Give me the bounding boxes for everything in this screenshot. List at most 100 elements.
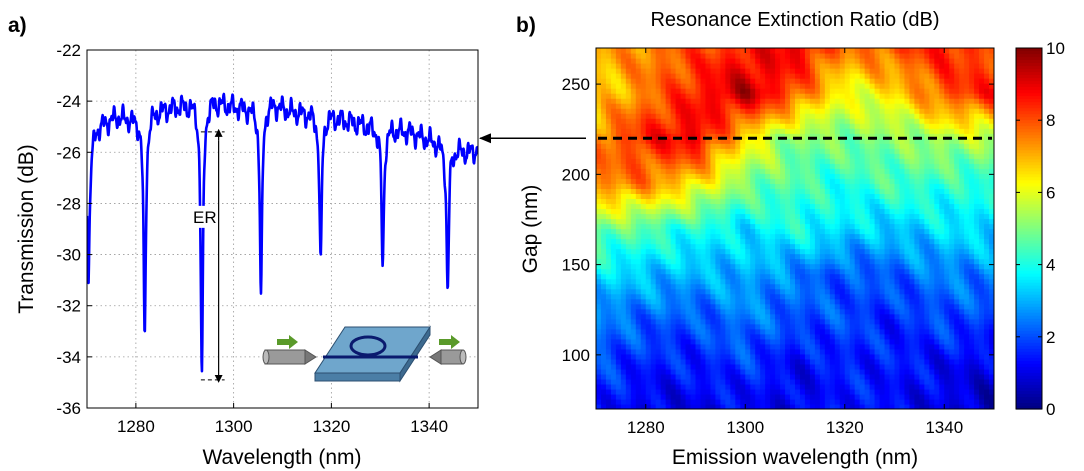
- heatmap-cell: [819, 223, 826, 230]
- heatmap-cell: [750, 383, 756, 390]
- heatmap-cell: [655, 343, 662, 350]
- heatmap-cell: [824, 228, 831, 235]
- heatmap-cell: [889, 108, 896, 114]
- heatmap-cell: [889, 303, 896, 310]
- heatmap-cell: [735, 283, 741, 290]
- heatmap-cell: [869, 198, 876, 205]
- heatmap-cell: [934, 313, 940, 320]
- heatmap-cell: [909, 133, 915, 139]
- heatmap-cell: [710, 178, 716, 184]
- heatmap-cell: [750, 398, 756, 405]
- heatmap-cell: [765, 213, 771, 220]
- heatmap-cell: [730, 308, 736, 315]
- chart-a-series: [87, 92, 478, 373]
- heatmap-cell: [780, 63, 786, 69]
- heatmap-cell: [640, 378, 647, 385]
- heatmap-cell: [889, 388, 896, 395]
- heatmap-cell: [645, 168, 652, 174]
- heatmap-cell: [844, 103, 851, 109]
- heatmap-cell: [785, 258, 791, 265]
- heatmap-cell: [635, 168, 642, 174]
- heatmap-cell: [725, 308, 731, 315]
- heatmap-cell: [740, 133, 746, 139]
- heatmap-cell: [740, 203, 746, 210]
- heatmap-cell: [844, 308, 851, 315]
- heatmap-cell: [879, 163, 886, 169]
- heatmap-cell: [799, 223, 806, 230]
- heatmap-cell: [650, 218, 657, 225]
- heatmap-cell: [889, 283, 896, 290]
- heatmap-cell: [700, 393, 707, 400]
- heatmap-cell: [710, 118, 716, 124]
- heatmap-cell: [879, 243, 886, 250]
- heatmap-cell: [750, 233, 756, 240]
- heatmap-cell: [894, 118, 901, 124]
- heatmap-cell: [919, 353, 925, 360]
- heatmap-cell: [700, 178, 707, 184]
- heatmap-cell: [685, 283, 692, 290]
- heatmap-cell: [874, 298, 881, 305]
- heatmap-cell: [834, 193, 841, 200]
- heatmap-cell: [605, 93, 612, 99]
- heatmap-cell: [620, 228, 627, 235]
- heatmap-cell: [760, 298, 766, 305]
- heatmap-cell: [834, 238, 841, 245]
- heatmap-cell: [859, 403, 866, 409]
- heatmap-cell: [775, 193, 781, 200]
- heatmap-cell: [869, 353, 876, 360]
- chart-b-title: Resonance Extinction Ratio (dB): [650, 9, 939, 31]
- heatmap-cell: [755, 233, 761, 240]
- heatmap-cell: [725, 348, 731, 355]
- heatmap-cell: [924, 403, 930, 409]
- heatmap-cell: [849, 258, 856, 265]
- heatmap-cell: [720, 238, 726, 245]
- heatmap-cell: [770, 303, 776, 310]
- heatmap-cell: [630, 373, 637, 380]
- heatmap-cell: [904, 308, 911, 315]
- heatmap-cell: [740, 308, 746, 315]
- heatmap-cell: [665, 243, 672, 250]
- heatmap-cell: [799, 313, 806, 320]
- heatmap-cell: [844, 248, 851, 255]
- heatmap-cell: [765, 353, 771, 360]
- heatmap-cell: [765, 328, 771, 335]
- heatmap-cell: [640, 258, 647, 265]
- heatmap-cell: [760, 338, 766, 345]
- heatmap-cell: [894, 138, 901, 144]
- heatmap-cell: [919, 283, 925, 290]
- heatmap-cell: [705, 68, 712, 74]
- heatmap-cell: [760, 63, 766, 69]
- heatmap-cell: [650, 233, 657, 240]
- heatmap-cell: [660, 303, 667, 310]
- heatmap-cell: [680, 343, 687, 350]
- heatmap-cell: [625, 363, 632, 370]
- heatmap-cell: [889, 353, 896, 360]
- heatmap-cell: [740, 318, 746, 325]
- heatmap-cell: [799, 193, 806, 200]
- heatmap-cell: [795, 228, 801, 235]
- heatmap-cell: [799, 288, 806, 295]
- heatmap-cell: [790, 158, 796, 164]
- heatmap-cell: [605, 183, 612, 189]
- heatmap-cell: [775, 298, 781, 305]
- heatmap-cell: [894, 253, 901, 260]
- heatmap-cell: [824, 283, 831, 290]
- heatmap-cell: [620, 108, 627, 114]
- heatmap-cell: [780, 388, 786, 395]
- heatmap-cell: [740, 128, 746, 134]
- heatmap-cell: [844, 403, 851, 409]
- heatmap-cell: [640, 273, 647, 280]
- heatmap-cell: [834, 223, 841, 230]
- heatmap-cell: [760, 78, 766, 84]
- heatmap-cell: [770, 188, 776, 194]
- heatmap-cell: [675, 53, 682, 59]
- heatmap-cell: [740, 263, 746, 270]
- heatmap-cell: [600, 268, 607, 275]
- heatmap-cell: [834, 183, 841, 189]
- heatmap-cell: [894, 78, 901, 84]
- heatmap-cell: [909, 253, 915, 260]
- heatmap-cell: [785, 123, 791, 129]
- heatmap-cell: [640, 63, 647, 69]
- heatmap-cell: [610, 153, 617, 159]
- heatmap-cell: [695, 183, 702, 189]
